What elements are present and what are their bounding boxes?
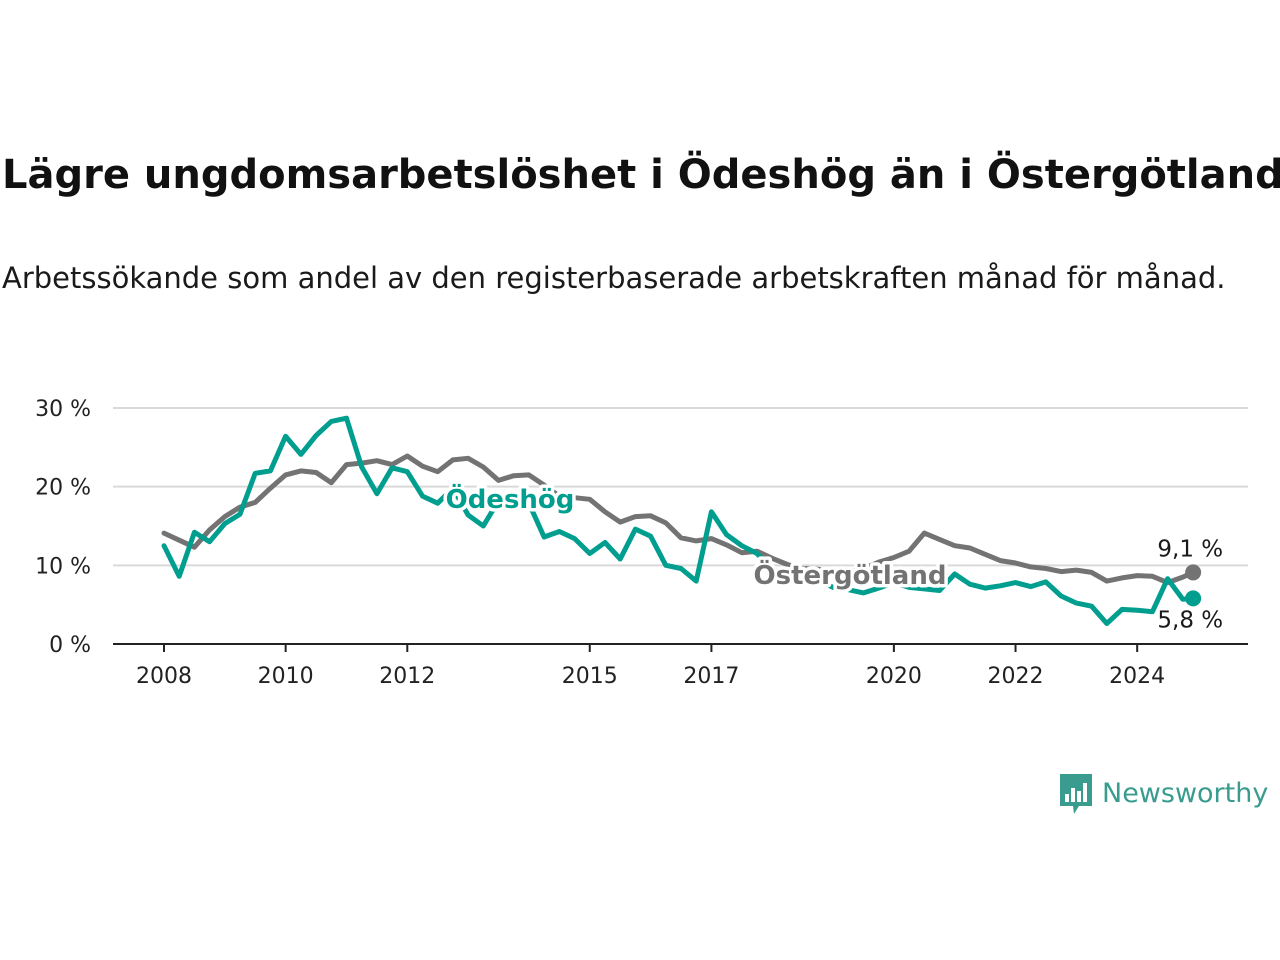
series-line-1: [161, 415, 1196, 626]
x-tick-label: 2008: [136, 664, 192, 689]
x-tick-label: 2024: [1109, 664, 1165, 689]
series-end-value-label: 5,8 %: [1157, 607, 1223, 633]
grid-lines: [113, 407, 1248, 567]
chart-subtitle: Arbetssökande som andel av den registerb…: [2, 261, 1226, 295]
series-labels: Östergötland 9,1 % Ödeshög 5,8 %: [442, 479, 1223, 634]
x-tick-label: 2015: [562, 664, 618, 689]
series-end-point: [1185, 564, 1202, 581]
series-line-0: [161, 453, 1196, 586]
x-tick-label: 2010: [258, 664, 314, 689]
x-tick-label: 2017: [683, 664, 739, 689]
x-tick-label: 2020: [866, 664, 922, 689]
y-tick-label: 0 %: [49, 633, 91, 658]
newsworthy-logo-icon: [1060, 774, 1092, 814]
y-axis-ticks: 0 % 10 % 20 % 30 %: [35, 397, 91, 658]
series-name-label: Östergötland: [754, 558, 947, 591]
y-tick-label: 10 %: [35, 554, 91, 579]
x-tick-label: 2012: [379, 664, 435, 689]
x-axis-ticks: 2008 2010 2012 2015 2017 2020 2022 2024: [136, 644, 1165, 689]
series-lines: [161, 415, 1202, 626]
series-end-value-label: 9,1 %: [1157, 536, 1223, 562]
series-end-point: [1185, 590, 1202, 607]
line-chart: 0 % 10 % 20 % 30 % 2008 2010 2012 2015 2017 2020…: [35, 397, 1248, 689]
x-tick-label: 2022: [988, 664, 1044, 689]
y-tick-label: 20 %: [35, 476, 91, 501]
brand-name: Newsworthy: [1102, 777, 1269, 809]
chart-title: Lägre ungdomsarbetslöshet i Ödeshög än i…: [2, 152, 1280, 198]
brand-logo: Newsworthy: [1058, 770, 1268, 816]
y-tick-label: 30 %: [35, 397, 91, 422]
series-name-label: Ödeshög: [446, 482, 575, 515]
